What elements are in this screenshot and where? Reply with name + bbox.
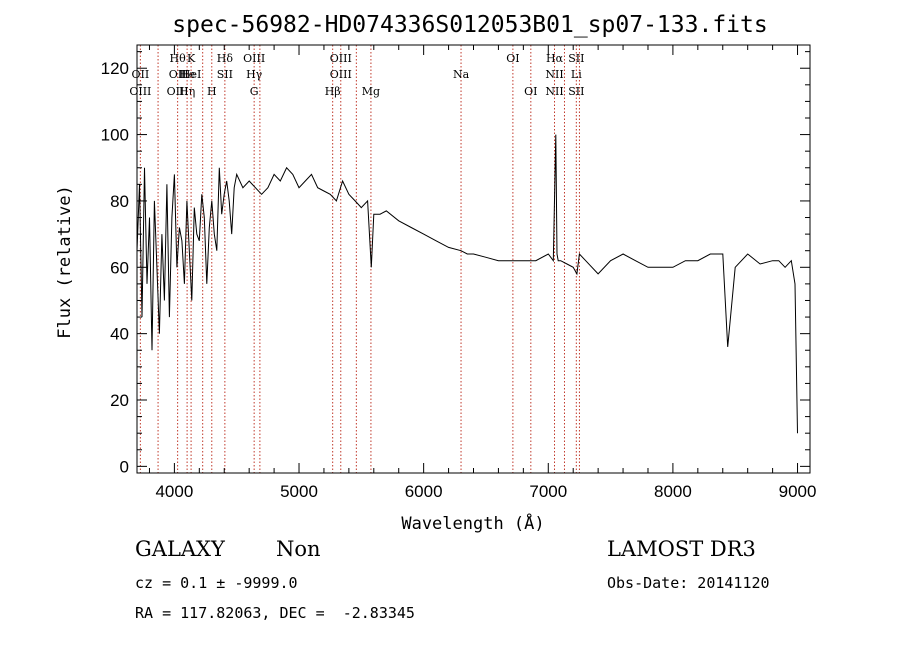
object-class: GALAXY bbox=[135, 537, 225, 561]
line-label-16-bot: OI bbox=[524, 85, 537, 98]
line-label-19-bot: SII bbox=[568, 85, 584, 98]
line-label-8-top: OIII bbox=[243, 52, 265, 65]
y-tick-label: 20 bbox=[110, 391, 129, 410]
line-label-11-top: OIII bbox=[330, 52, 352, 65]
axes: 4000 5000 6000 7000 8000 9000 0 20 40 60 80 100 120 bbox=[101, 44, 817, 501]
line-label-19-mid: Li bbox=[571, 68, 582, 81]
spectrum-plot bbox=[136, 134, 798, 434]
line-label-4-top: K bbox=[187, 52, 196, 65]
radec-info: RA = 117.82063, DEC = -2.83345 bbox=[135, 604, 415, 622]
line-label-4-mid: HeI bbox=[181, 68, 201, 81]
y-tick-label: 120 bbox=[101, 59, 129, 78]
line-label-3-bot: Hη bbox=[179, 85, 195, 98]
line-label-17-top: Hα bbox=[546, 52, 564, 65]
y-tick-label: 40 bbox=[110, 325, 129, 344]
line-label-19-top: SII bbox=[568, 52, 584, 65]
line-label-17-mid: NII bbox=[545, 68, 563, 81]
object-subclass: Non bbox=[276, 537, 321, 561]
line-label-7-top: Hδ bbox=[217, 52, 234, 65]
survey-name: LAMOST DR3 bbox=[607, 537, 756, 561]
x-tick-label: 4000 bbox=[155, 482, 193, 501]
y-axis-label: Flux (relative) bbox=[55, 185, 75, 339]
line-label-2-mid: OII bbox=[169, 68, 187, 81]
x-tick-label: 5000 bbox=[280, 482, 318, 501]
line-label-0-bot: OIII bbox=[129, 85, 151, 98]
y-tick-label: 100 bbox=[101, 126, 129, 145]
obs-date: Obs-Date: 20141120 bbox=[607, 574, 770, 592]
x-tick-label: 9000 bbox=[779, 482, 817, 501]
y-tick-label: 0 bbox=[120, 457, 129, 476]
line-label-7-mid: SII bbox=[217, 68, 233, 81]
plot-frame bbox=[136, 44, 811, 474]
x-axis-label: Wavelength (Å) bbox=[401, 512, 544, 534]
x-tick-label: 8000 bbox=[654, 482, 692, 501]
chart-title: spec-56982-HD074336S012053B01_sp07-133.f… bbox=[172, 12, 767, 38]
line-label-10-bot: Hβ bbox=[325, 85, 341, 98]
line-label-8-mid: Hγ bbox=[246, 68, 263, 81]
line-label-2-top: Hθ bbox=[170, 52, 187, 65]
x-tick-label: 7000 bbox=[529, 482, 567, 501]
line-label-11-mid: OIII bbox=[330, 68, 352, 81]
line-label-2-bot: OIII bbox=[167, 85, 189, 98]
line-label-8-bot: G bbox=[250, 85, 259, 98]
y-tick-label: 60 bbox=[110, 258, 129, 277]
line-label-15-top: OI bbox=[506, 52, 519, 65]
y-tick-label: 80 bbox=[110, 192, 129, 211]
line-label-14-mid: Na bbox=[453, 68, 470, 81]
spectrum-series-0 bbox=[136, 134, 798, 434]
line-label-0-mid: OII bbox=[132, 68, 150, 81]
line-label-17-bot: NII bbox=[545, 85, 563, 98]
line-label-6-bot: H bbox=[207, 85, 217, 98]
redshift-info: cz = 0.1 ± -9999.0 bbox=[135, 574, 298, 592]
x-tick-label: 6000 bbox=[405, 482, 443, 501]
line-label-13-bot: Mg bbox=[362, 85, 380, 98]
